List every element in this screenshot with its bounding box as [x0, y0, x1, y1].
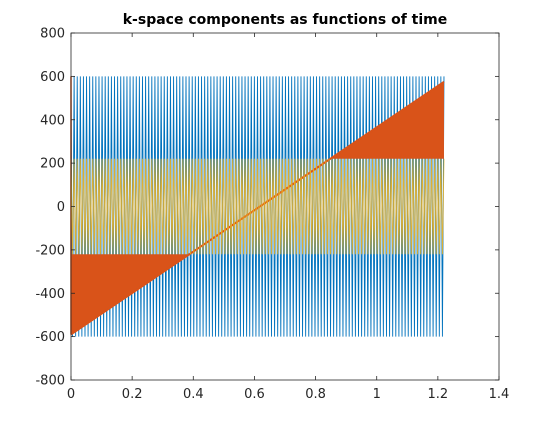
- x-tick-label: 1: [373, 387, 381, 402]
- plot-content: [70, 76, 445, 337]
- series-2-line: [70, 80, 445, 336]
- x-tick-label: 0.6: [244, 387, 265, 402]
- chart-title: k-space components as functions of time: [123, 12, 447, 28]
- x-axis: 0 0.2 0.4 0.6 0.8 1 1.2 1.4: [67, 33, 509, 402]
- y-tick-label: 800: [40, 27, 65, 42]
- y-tick-label: -400: [35, 287, 65, 302]
- y-tick-label: -600: [35, 330, 65, 345]
- x-tick-label: 1.2: [428, 387, 449, 402]
- x-tick-label: 0.4: [183, 387, 204, 402]
- y-tick-label: -200: [35, 243, 65, 258]
- series-3-line: [70, 158, 445, 255]
- x-tick-label: 1.4: [489, 387, 510, 402]
- x-tick-label: 0.8: [305, 387, 326, 402]
- series-1-line: [70, 76, 445, 337]
- y-tick-label: 200: [40, 157, 65, 172]
- y-tick-label: 400: [40, 113, 65, 128]
- y-axis: -800 -600 -400 -200 0 200 400 600 800: [35, 27, 499, 389]
- x-tick-label: 0.2: [122, 387, 143, 402]
- y-tick-label: 0: [57, 200, 65, 215]
- y-tick-label: -800: [35, 374, 65, 389]
- y-tick-label: 600: [40, 70, 65, 85]
- x-tick-label: 0: [67, 387, 75, 402]
